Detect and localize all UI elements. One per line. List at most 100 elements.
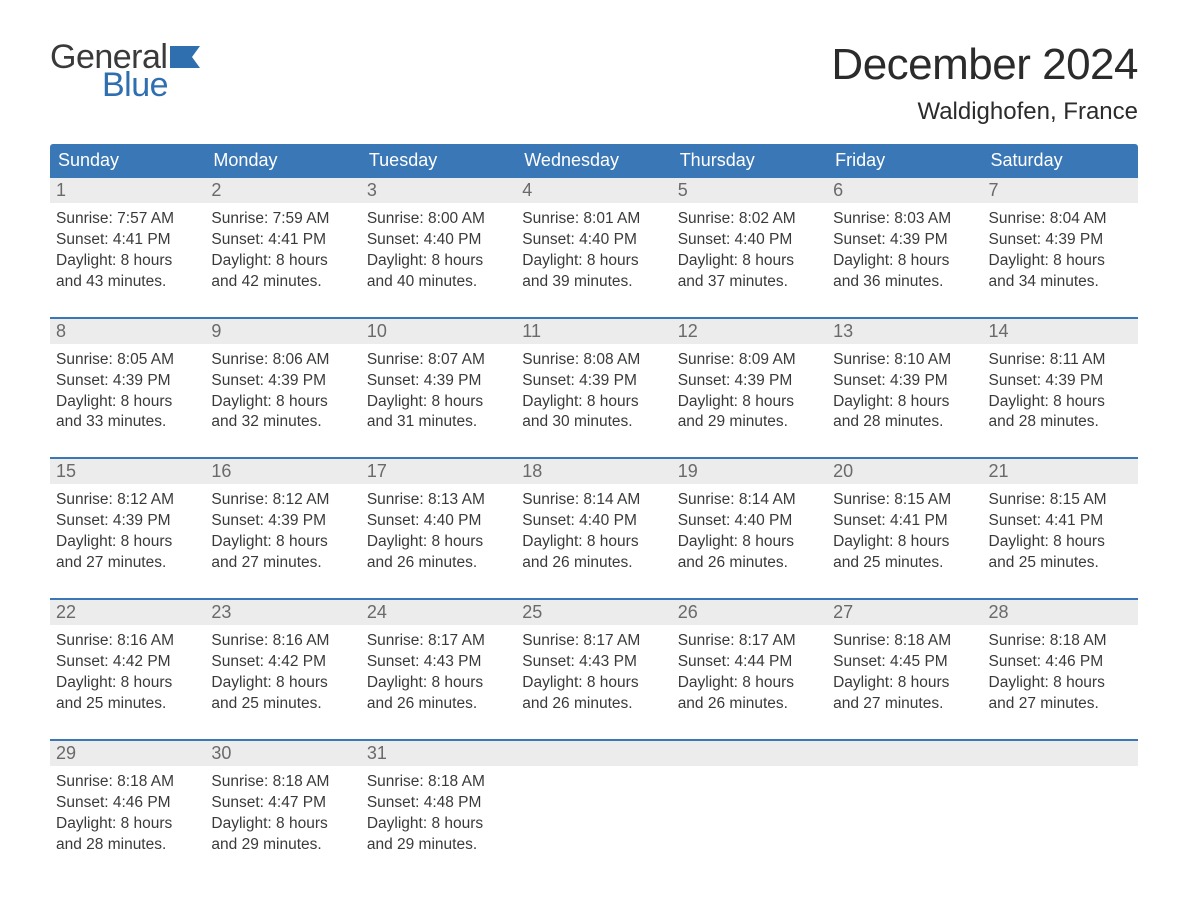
day-sunrise: Sunrise: 8:14 AM bbox=[678, 490, 821, 511]
day-dl2: and 40 minutes. bbox=[367, 272, 510, 293]
day-number bbox=[827, 741, 982, 766]
day-number: 20 bbox=[827, 459, 982, 484]
day-sunrise: Sunrise: 8:04 AM bbox=[989, 209, 1132, 230]
day-dl2: and 30 minutes. bbox=[522, 412, 665, 433]
day-sunset: Sunset: 4:42 PM bbox=[211, 652, 354, 673]
logo: General Blue bbox=[50, 40, 200, 102]
day-number: 28 bbox=[983, 600, 1138, 625]
day-dl2: and 43 minutes. bbox=[56, 272, 199, 293]
day-dl2: and 26 minutes. bbox=[678, 553, 821, 574]
day-sunrise: Sunrise: 8:15 AM bbox=[833, 490, 976, 511]
day-body: Sunrise: 8:01 AMSunset: 4:40 PMDaylight:… bbox=[516, 203, 671, 303]
day-sunrise: Sunrise: 8:14 AM bbox=[522, 490, 665, 511]
day-sunrise: Sunrise: 8:01 AM bbox=[522, 209, 665, 230]
day-number: 22 bbox=[50, 600, 205, 625]
day-number: 7 bbox=[983, 178, 1138, 203]
day-dl2: and 25 minutes. bbox=[989, 553, 1132, 574]
day-number: 2 bbox=[205, 178, 360, 203]
day-dl2: and 39 minutes. bbox=[522, 272, 665, 293]
day-dl2: and 25 minutes. bbox=[56, 694, 199, 715]
day-sunset: Sunset: 4:40 PM bbox=[678, 511, 821, 532]
day-sunset: Sunset: 4:46 PM bbox=[56, 793, 199, 814]
day-dl2: and 26 minutes. bbox=[522, 694, 665, 715]
day-dl2: and 28 minutes. bbox=[56, 835, 199, 856]
day-dl1: Daylight: 8 hours bbox=[211, 251, 354, 272]
day-dl1: Daylight: 8 hours bbox=[989, 251, 1132, 272]
day-sunrise: Sunrise: 8:07 AM bbox=[367, 350, 510, 371]
day-dl2: and 27 minutes. bbox=[833, 694, 976, 715]
day-dl1: Daylight: 8 hours bbox=[367, 814, 510, 835]
day-sunrise: Sunrise: 8:16 AM bbox=[211, 631, 354, 652]
calendar-day: 17Sunrise: 8:13 AMSunset: 4:40 PMDayligh… bbox=[361, 459, 516, 584]
calendar-day: 14Sunrise: 8:11 AMSunset: 4:39 PMDayligh… bbox=[983, 319, 1138, 444]
day-number: 27 bbox=[827, 600, 982, 625]
day-dl2: and 27 minutes. bbox=[211, 553, 354, 574]
calendar-day: 11Sunrise: 8:08 AMSunset: 4:39 PMDayligh… bbox=[516, 319, 671, 444]
day-sunset: Sunset: 4:39 PM bbox=[211, 511, 354, 532]
calendar-day: 7Sunrise: 8:04 AMSunset: 4:39 PMDaylight… bbox=[983, 178, 1138, 303]
day-sunset: Sunset: 4:39 PM bbox=[678, 371, 821, 392]
day-number: 6 bbox=[827, 178, 982, 203]
day-sunset: Sunset: 4:45 PM bbox=[833, 652, 976, 673]
day-body: Sunrise: 8:17 AMSunset: 4:44 PMDaylight:… bbox=[672, 625, 827, 725]
day-dl1: Daylight: 8 hours bbox=[367, 532, 510, 553]
day-sunset: Sunset: 4:47 PM bbox=[211, 793, 354, 814]
day-dl1: Daylight: 8 hours bbox=[833, 673, 976, 694]
day-sunset: Sunset: 4:40 PM bbox=[522, 230, 665, 251]
day-dl2: and 26 minutes. bbox=[678, 694, 821, 715]
day-sunset: Sunset: 4:43 PM bbox=[367, 652, 510, 673]
calendar-day: 10Sunrise: 8:07 AMSunset: 4:39 PMDayligh… bbox=[361, 319, 516, 444]
day-dl1: Daylight: 8 hours bbox=[367, 673, 510, 694]
day-dl2: and 32 minutes. bbox=[211, 412, 354, 433]
calendar-day: 2Sunrise: 7:59 AMSunset: 4:41 PMDaylight… bbox=[205, 178, 360, 303]
day-body: Sunrise: 8:17 AMSunset: 4:43 PMDaylight:… bbox=[361, 625, 516, 725]
day-dl1: Daylight: 8 hours bbox=[833, 251, 976, 272]
day-sunset: Sunset: 4:40 PM bbox=[522, 511, 665, 532]
dow-label: Friday bbox=[827, 144, 982, 178]
calendar-day: 28Sunrise: 8:18 AMSunset: 4:46 PMDayligh… bbox=[983, 600, 1138, 725]
dow-label: Wednesday bbox=[516, 144, 671, 178]
day-dl2: and 37 minutes. bbox=[678, 272, 821, 293]
day-body: Sunrise: 8:02 AMSunset: 4:40 PMDaylight:… bbox=[672, 203, 827, 303]
calendar-week: 8Sunrise: 8:05 AMSunset: 4:39 PMDaylight… bbox=[50, 317, 1138, 444]
day-number: 15 bbox=[50, 459, 205, 484]
calendar-day: 22Sunrise: 8:16 AMSunset: 4:42 PMDayligh… bbox=[50, 600, 205, 725]
day-body: Sunrise: 8:12 AMSunset: 4:39 PMDaylight:… bbox=[205, 484, 360, 584]
day-dl2: and 25 minutes. bbox=[833, 553, 976, 574]
day-dl1: Daylight: 8 hours bbox=[56, 251, 199, 272]
dow-label: Tuesday bbox=[361, 144, 516, 178]
calendar-day: 6Sunrise: 8:03 AMSunset: 4:39 PMDaylight… bbox=[827, 178, 982, 303]
calendar-day: 20Sunrise: 8:15 AMSunset: 4:41 PMDayligh… bbox=[827, 459, 982, 584]
day-number bbox=[672, 741, 827, 766]
day-number: 4 bbox=[516, 178, 671, 203]
day-sunrise: Sunrise: 8:09 AM bbox=[678, 350, 821, 371]
day-dl2: and 26 minutes. bbox=[522, 553, 665, 574]
day-dl2: and 28 minutes. bbox=[833, 412, 976, 433]
day-sunset: Sunset: 4:39 PM bbox=[211, 371, 354, 392]
day-body: Sunrise: 8:06 AMSunset: 4:39 PMDaylight:… bbox=[205, 344, 360, 444]
day-dl1: Daylight: 8 hours bbox=[678, 532, 821, 553]
calendar-day: 8Sunrise: 8:05 AMSunset: 4:39 PMDaylight… bbox=[50, 319, 205, 444]
day-dl2: and 36 minutes. bbox=[833, 272, 976, 293]
day-sunrise: Sunrise: 8:17 AM bbox=[678, 631, 821, 652]
day-number: 24 bbox=[361, 600, 516, 625]
day-dl1: Daylight: 8 hours bbox=[989, 532, 1132, 553]
calendar-week: 15Sunrise: 8:12 AMSunset: 4:39 PMDayligh… bbox=[50, 457, 1138, 584]
calendar-week: 1Sunrise: 7:57 AMSunset: 4:41 PMDaylight… bbox=[50, 178, 1138, 303]
day-of-week-header: SundayMondayTuesdayWednesdayThursdayFrid… bbox=[50, 144, 1138, 178]
day-body: Sunrise: 8:16 AMSunset: 4:42 PMDaylight:… bbox=[205, 625, 360, 725]
day-body: Sunrise: 8:17 AMSunset: 4:43 PMDaylight:… bbox=[516, 625, 671, 725]
day-sunrise: Sunrise: 8:00 AM bbox=[367, 209, 510, 230]
day-sunset: Sunset: 4:39 PM bbox=[367, 371, 510, 392]
day-body: Sunrise: 8:15 AMSunset: 4:41 PMDaylight:… bbox=[827, 484, 982, 584]
day-sunrise: Sunrise: 8:12 AM bbox=[211, 490, 354, 511]
day-sunrise: Sunrise: 8:17 AM bbox=[367, 631, 510, 652]
day-dl2: and 29 minutes. bbox=[678, 412, 821, 433]
day-dl1: Daylight: 8 hours bbox=[367, 392, 510, 413]
day-dl1: Daylight: 8 hours bbox=[522, 673, 665, 694]
day-body: Sunrise: 8:13 AMSunset: 4:40 PMDaylight:… bbox=[361, 484, 516, 584]
day-number: 11 bbox=[516, 319, 671, 344]
day-number: 21 bbox=[983, 459, 1138, 484]
calendar-day: 30Sunrise: 8:18 AMSunset: 4:47 PMDayligh… bbox=[205, 741, 360, 866]
day-number: 19 bbox=[672, 459, 827, 484]
